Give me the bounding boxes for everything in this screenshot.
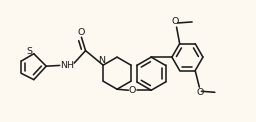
Text: O: O — [197, 88, 204, 97]
Text: N: N — [99, 56, 106, 66]
Text: S: S — [27, 47, 33, 56]
Text: O: O — [129, 86, 136, 95]
Text: O: O — [78, 28, 85, 36]
Text: O: O — [172, 17, 179, 26]
Text: NH: NH — [60, 61, 74, 70]
